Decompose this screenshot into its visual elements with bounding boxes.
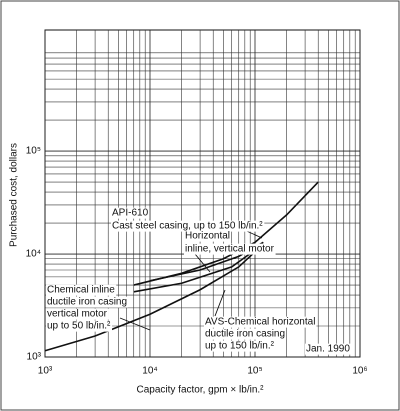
curve — [133, 243, 264, 293]
annotation-background — [204, 316, 317, 328]
annotation-background — [111, 220, 265, 232]
annotation: API-610 — [112, 208, 149, 219]
y-tick-label: 10⁴ — [26, 249, 41, 260]
annotation: ductile iron casing — [205, 329, 285, 340]
annotation: Cast steel casing, up to 150 lb/in.² — [112, 221, 263, 232]
annotation-background — [46, 284, 117, 296]
leader-line — [194, 253, 211, 273]
annotation: up to 150 lb/in.² — [205, 341, 275, 352]
annotation: inline, vertical motor — [185, 244, 275, 255]
grid: 10³ 10⁴ 10⁵ 10⁶ 10³ 10⁴ 10⁵ — [26, 29, 368, 377]
annotation-background — [305, 343, 352, 355]
x-axis-title: Capacity factor, gpm × lb/in.² — [136, 385, 264, 396]
x-tick-label: 10⁴ — [142, 366, 157, 377]
y-tick-label: 10³ — [27, 352, 42, 363]
annotation-background — [46, 308, 109, 320]
x-tick-label: 10⁶ — [352, 366, 367, 377]
annotation-background — [184, 243, 276, 255]
annotation: up to 50 lb/in.² — [47, 321, 111, 332]
y-tick-label: 10⁵ — [26, 146, 41, 157]
annotation-background — [111, 207, 150, 219]
x-tick-label: 10³ — [38, 366, 53, 377]
y-axis-title: Purchased cost, dollars — [9, 143, 20, 247]
annotation: ductile iron casing — [47, 297, 127, 308]
annotation: AVS-Chemical horizontal — [205, 317, 315, 328]
annotation: vertical motor — [47, 309, 108, 320]
annotation-background — [46, 320, 113, 332]
annotation-background — [184, 230, 232, 242]
annotation-background — [204, 328, 287, 340]
annotation-background — [46, 296, 129, 308]
annotation: Horizontal — [185, 231, 230, 242]
annotation: Jan. 1990 — [306, 344, 350, 355]
leader-line — [119, 317, 151, 331]
leader-line — [214, 289, 226, 317]
curve — [44, 243, 264, 352]
annotations: API-610 Cast steel casing, up to 150 lb/i… — [46, 207, 352, 355]
x-tick-label: 10⁵ — [247, 366, 262, 377]
annotation-background — [204, 340, 276, 352]
annotation: Chemical inline — [47, 285, 115, 296]
